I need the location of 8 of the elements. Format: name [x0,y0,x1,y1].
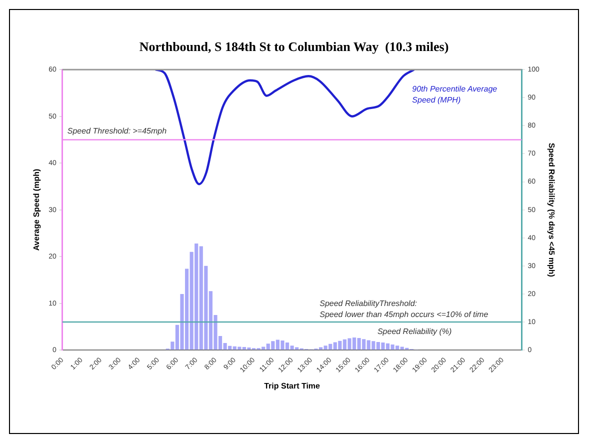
y-axis-title: Average Speed (mph) [32,168,42,251]
ref-line-label: Speed ReliabilityThreshold: Speed lower than 45mph occurs <=10% of time [320,299,489,320]
chart-title: Northbound, S 184th St to Columbian Way (10.3 miles) [139,39,449,54]
series-label: 90th Percentile Average Speed (MPH) [412,84,498,105]
x-axis-title: Trip Start Time [264,381,321,390]
ref-line-label: Speed Threshold: >=45mph [67,126,168,136]
series-label: Speed Reliability (%) [377,327,452,336]
y2-axis-title: Speed Reliability (% days <45 mph) [546,142,556,278]
